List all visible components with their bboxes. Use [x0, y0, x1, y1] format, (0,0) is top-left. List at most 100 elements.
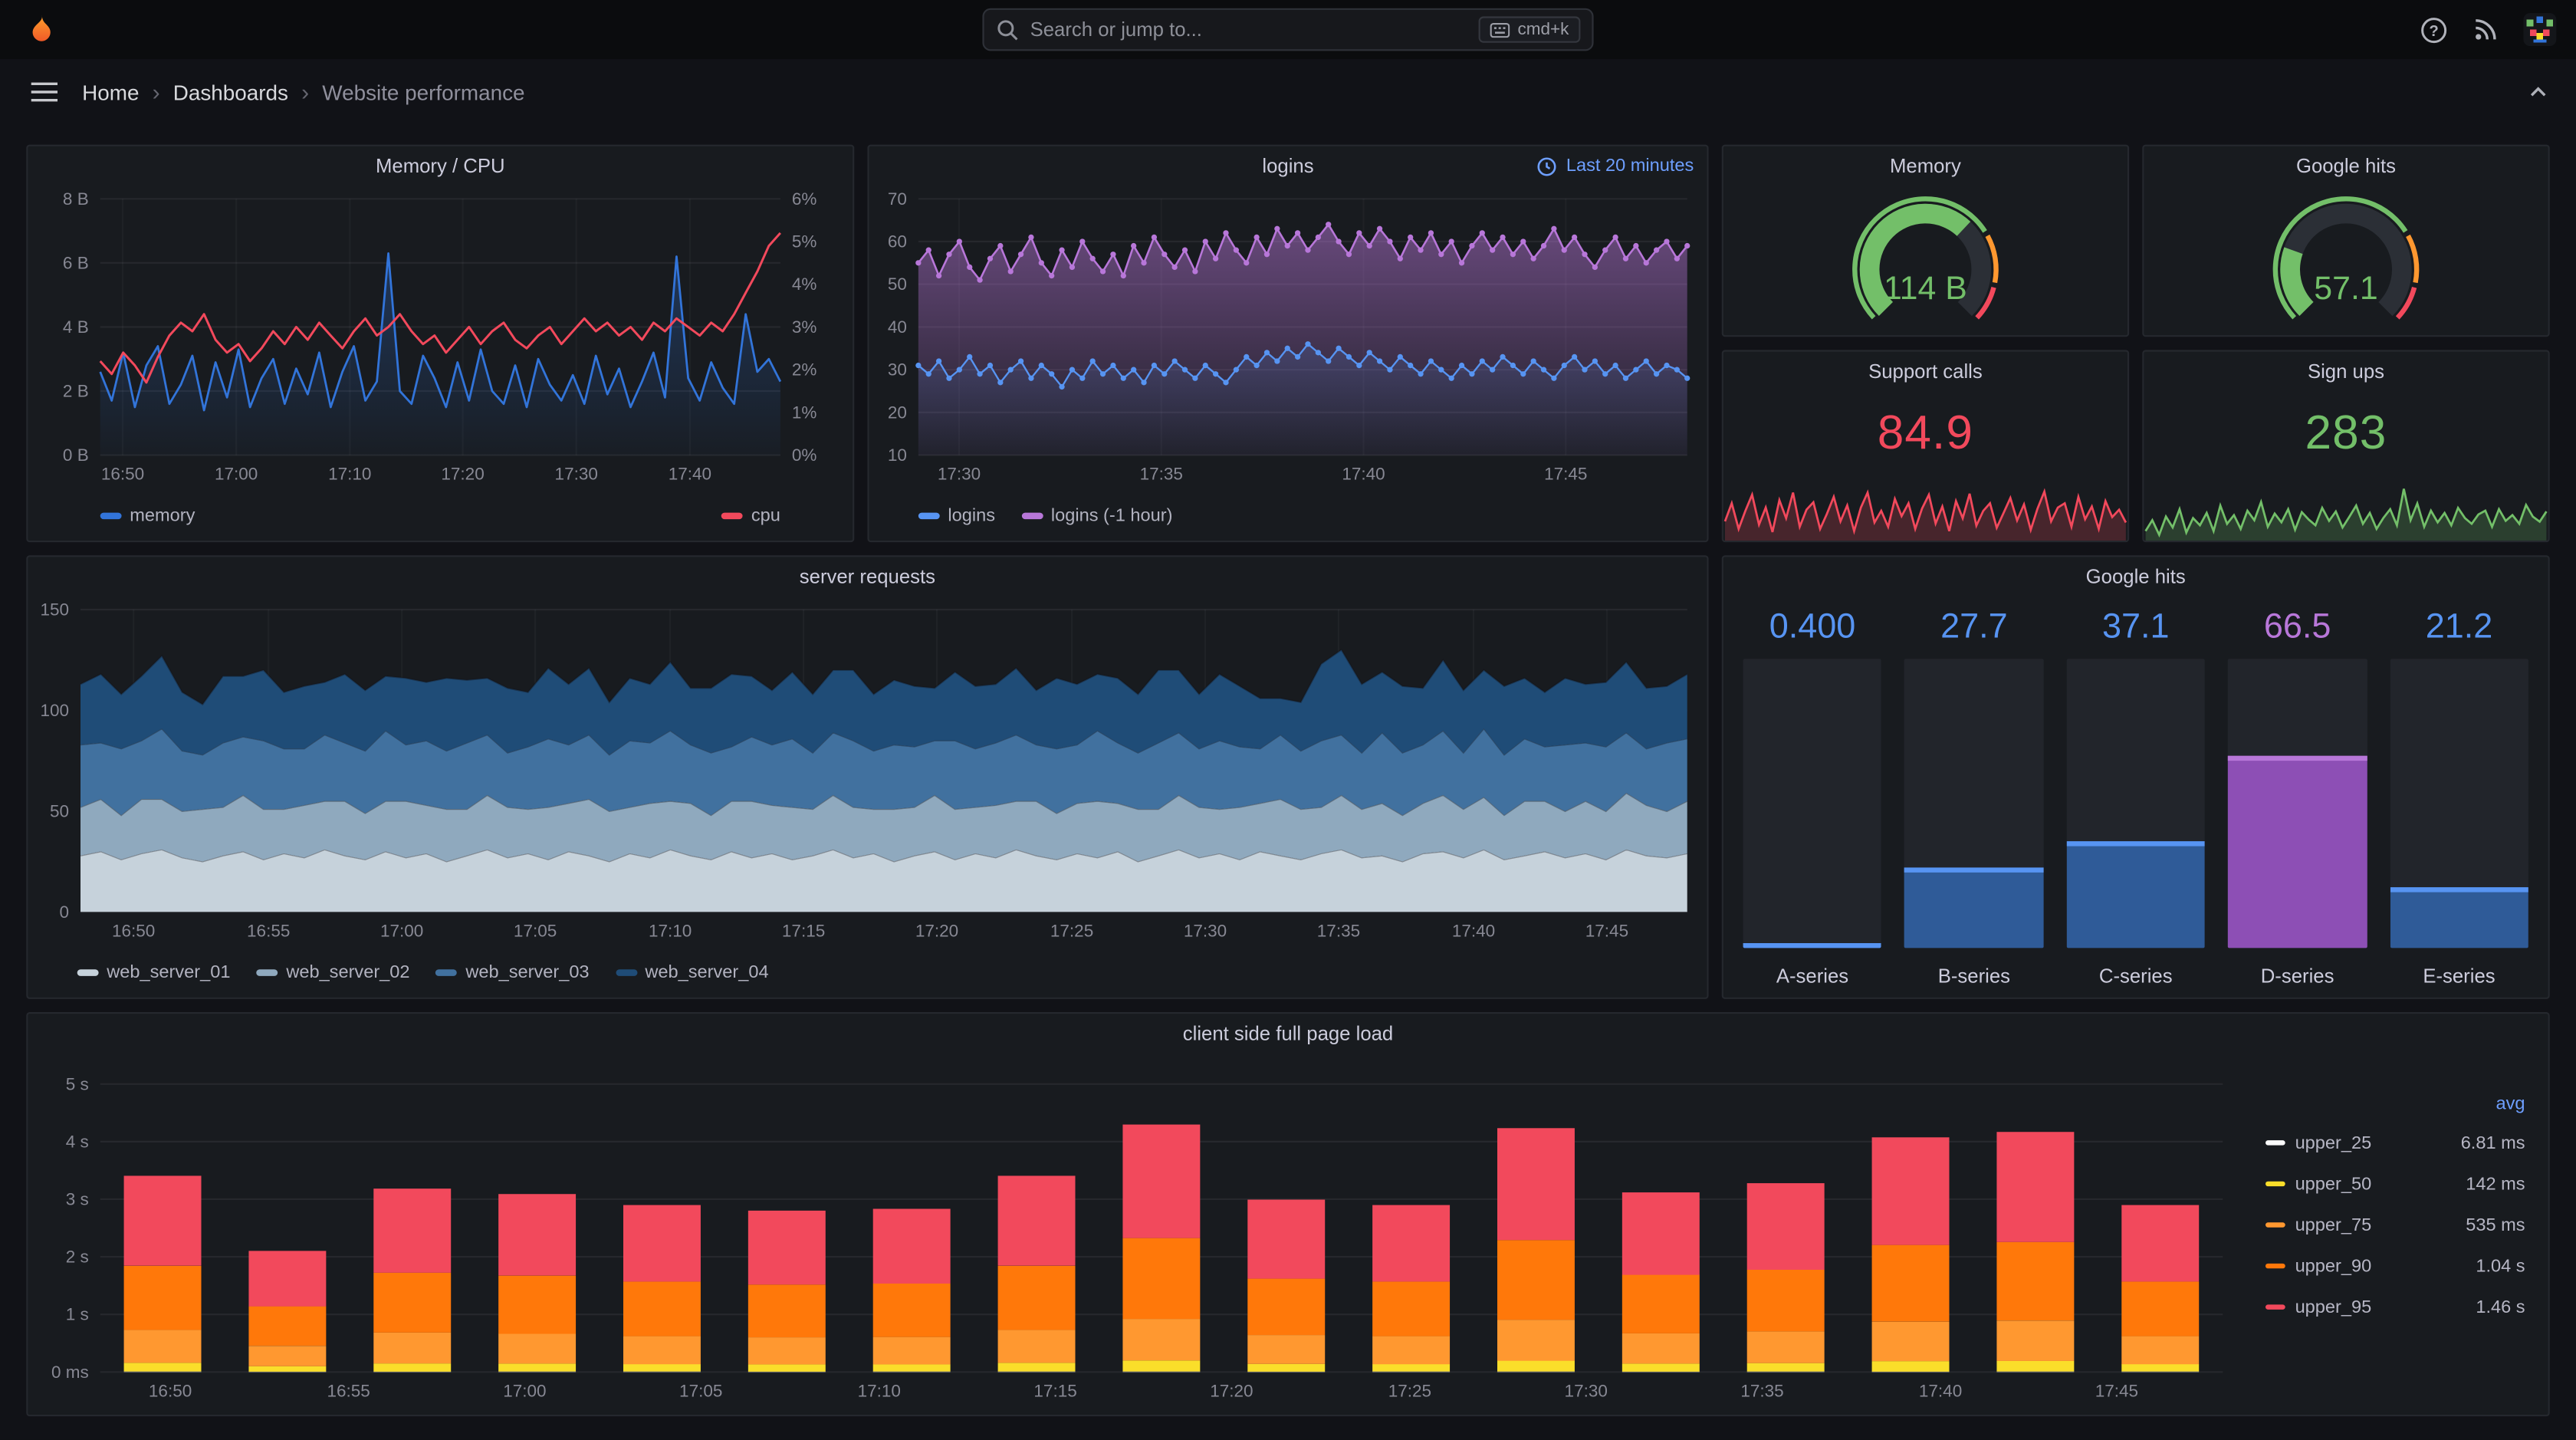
svg-text:17:10: 17:10: [858, 1381, 901, 1400]
time-override-badge[interactable]: Last 20 minutes: [1536, 146, 1694, 186]
bar-gauge-label: D-series: [2260, 964, 2334, 988]
svg-text:6%: 6%: [792, 189, 817, 209]
svg-text:17:00: 17:00: [503, 1381, 546, 1400]
bar-gauge-value: 37.1: [2101, 607, 2170, 646]
panel-title[interactable]: Sign ups: [2307, 360, 2385, 383]
bar-gauge-value: 66.5: [2263, 607, 2331, 646]
svg-text:2%: 2%: [792, 360, 817, 380]
panel-title[interactable]: server requests: [799, 565, 936, 589]
bar-gauge-value: 21.2: [2425, 607, 2493, 646]
svg-text:0 ms: 0 ms: [51, 1363, 89, 1382]
bar-gauge-label: B-series: [1937, 964, 2011, 988]
legend-item-memory[interactable]: memory: [100, 506, 195, 526]
svg-text:0: 0: [59, 902, 69, 922]
bar-gauge-column-C-series[interactable]: 37.1 C-series: [2066, 603, 2206, 988]
svg-text:20: 20: [888, 403, 907, 422]
svg-text:150: 150: [40, 600, 69, 619]
bar-gauge-track: [1743, 659, 1882, 948]
svg-text:17:45: 17:45: [1585, 921, 1628, 940]
legend-item-cpu[interactable]: cpu: [721, 506, 780, 526]
memory-gauge[interactable]: 114 B: [1723, 187, 2128, 334]
bar-gauge-fill: [1743, 943, 1882, 948]
svg-text:17:20: 17:20: [915, 921, 958, 940]
logins-chart[interactable]: 10 20 30 40 50 60 70 17:30 17:35 17:40 17:45: [869, 186, 1707, 495]
panel-title[interactable]: Memory / CPU: [375, 154, 505, 178]
bar-gauge-column-B-series[interactable]: 27.7 B-series: [1904, 603, 2044, 988]
legend-item-logins-1-hour-[interactable]: logins (-1 hour): [1021, 506, 1172, 526]
legend-item-web-server-04[interactable]: web_server_04: [615, 963, 769, 982]
legend-item-web-server-01[interactable]: web_server_01: [77, 963, 230, 982]
breadcrumb-dashboards[interactable]: Dashboards: [172, 79, 289, 105]
svg-text:5 s: 5 s: [66, 1074, 89, 1093]
page-load-chart[interactable]: 0 ms 1 s 2 s 3 s 4 s 5 s 16:50 16:55 17:00 17:05 1…: [28, 1054, 2548, 1412]
chevron-up-icon[interactable]: [2527, 81, 2550, 104]
svg-text:17:45: 17:45: [2095, 1381, 2138, 1400]
legend-row-upper_90[interactable]: upper_90 1.04 s: [2266, 1245, 2525, 1287]
google-hits-bar-gauge[interactable]: 0.400 A-series 27.7 B-series 37.1 C-series 66.…: [1743, 603, 2528, 988]
svg-text:4 s: 4 s: [66, 1132, 89, 1151]
panel-support-calls: Support calls 84.9: [1721, 350, 2130, 543]
menu-toggle-icon[interactable]: [26, 77, 62, 107]
legend-avg-header[interactable]: avg: [2496, 1094, 2525, 1114]
search-input[interactable]: Search or jump to... cmd+k: [982, 8, 1594, 51]
panel-title[interactable]: Google hits: [2085, 565, 2186, 589]
svg-text:17:05: 17:05: [679, 1381, 722, 1400]
bar-gauge-label: C-series: [2098, 964, 2173, 988]
svg-text:6 B: 6 B: [63, 253, 89, 272]
legend-row-upper_25[interactable]: upper_25 6.81 ms: [2266, 1123, 2525, 1164]
google-hits-gauge[interactable]: 57.1: [2144, 187, 2548, 334]
svg-text:30: 30: [888, 360, 907, 380]
bar-gauge-column-E-series[interactable]: 21.2 E-series: [2390, 603, 2528, 988]
svg-text:10: 10: [888, 445, 907, 465]
svg-text:70: 70: [888, 189, 907, 209]
grafana-logo[interactable]: [20, 8, 63, 51]
legend-row-upper_95[interactable]: upper_95 1.46 s: [2266, 1287, 2525, 1328]
breadcrumb-bar: Home › Dashboards › Website performance: [0, 59, 2576, 125]
svg-text:0 B: 0 B: [63, 445, 89, 465]
chevron-right-icon: ›: [301, 78, 310, 106]
svg-text:17:35: 17:35: [1317, 921, 1360, 940]
svg-text:4 B: 4 B: [63, 317, 89, 337]
svg-text:17:15: 17:15: [782, 921, 825, 940]
panel-google-gauge: Google hits 57.1: [2142, 144, 2550, 337]
chevron-right-icon: ›: [152, 78, 160, 106]
legend-row-upper_50[interactable]: upper_50 142 ms: [2266, 1163, 2525, 1205]
server-requests-chart[interactable]: 0 50 100 150 16:50 16:55 17:00 17:05 17:10 17:15 1…: [28, 597, 1707, 952]
bar-gauge-value: 27.7: [1940, 607, 2008, 646]
panel-google-bars: Google hits 0.400 A-series 27.7 B-series 37.…: [1721, 555, 2550, 999]
svg-text:5%: 5%: [792, 232, 817, 252]
svg-text:17:40: 17:40: [669, 465, 711, 484]
panel-title[interactable]: Support calls: [1868, 360, 1983, 383]
svg-text:17:15: 17:15: [1033, 1381, 1076, 1400]
support-calls-sparkline[interactable]: [1723, 478, 2128, 541]
legend-item-web-server-02[interactable]: web_server_02: [256, 963, 410, 982]
legend-item-web-server-03[interactable]: web_server_03: [435, 963, 590, 982]
svg-text:2 s: 2 s: [66, 1248, 89, 1267]
help-icon[interactable]: ?: [2420, 15, 2447, 43]
time-override-label: Last 20 minutes: [1566, 156, 1694, 176]
breadcrumb-home[interactable]: Home: [82, 79, 140, 105]
sign-ups-sparkline[interactable]: [2144, 478, 2548, 541]
bar-gauge-label: E-series: [2423, 964, 2496, 988]
sign-ups-value: 283: [2305, 407, 2387, 460]
svg-text:17:10: 17:10: [649, 921, 692, 940]
panel-title[interactable]: Google hits: [2295, 154, 2397, 178]
panel-title[interactable]: client side full page load: [1182, 1021, 1394, 1045]
panel-page-load: client side full page load 0 ms 1 s 2 s 3 s…: [26, 1012, 2550, 1417]
panel-title[interactable]: Memory: [1889, 154, 1961, 178]
bar-gauge-column-A-series[interactable]: 0.400 A-series: [1743, 603, 1882, 988]
user-avatar[interactable]: [2523, 13, 2557, 46]
svg-text:17:30: 17:30: [938, 465, 981, 484]
news-icon[interactable]: [2472, 16, 2499, 42]
svg-text:114 B: 114 B: [1884, 270, 1967, 307]
legend-row-upper_75[interactable]: upper_75 535 ms: [2266, 1205, 2525, 1246]
svg-text:17:20: 17:20: [441, 465, 484, 484]
bar-gauge-track: [2066, 659, 2206, 948]
legend-item-logins[interactable]: logins: [918, 506, 995, 526]
svg-text:17:40: 17:40: [1452, 921, 1495, 940]
clock-icon: [1538, 156, 1557, 176]
panel-logins: logins Last 20 minutes 10 20 30 40 50 60 70 17:…: [867, 144, 1709, 543]
bar-gauge-column-D-series[interactable]: 66.5 D-series: [2228, 603, 2367, 988]
memory-cpu-chart[interactable]: 0 B 2 B 4 B 6 B 8 B 0% 1% 2% 3% 4% 5% 6% 16:50 17:00 1…: [28, 186, 853, 495]
panel-title[interactable]: logins: [1262, 154, 1314, 178]
